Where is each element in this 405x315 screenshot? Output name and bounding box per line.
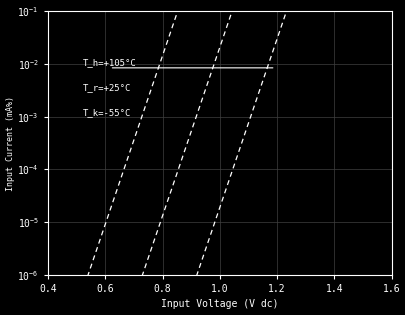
Y-axis label: Input Current (mA%): Input Current (mA%) [6,96,15,191]
Text: T_h=+105°C: T_h=+105°C [82,59,136,67]
Text: T_k=-55°C: T_k=-55°C [82,108,130,117]
X-axis label: Input Voltage (V dc): Input Voltage (V dc) [161,300,278,309]
Text: T_r=+25°C: T_r=+25°C [82,83,130,93]
